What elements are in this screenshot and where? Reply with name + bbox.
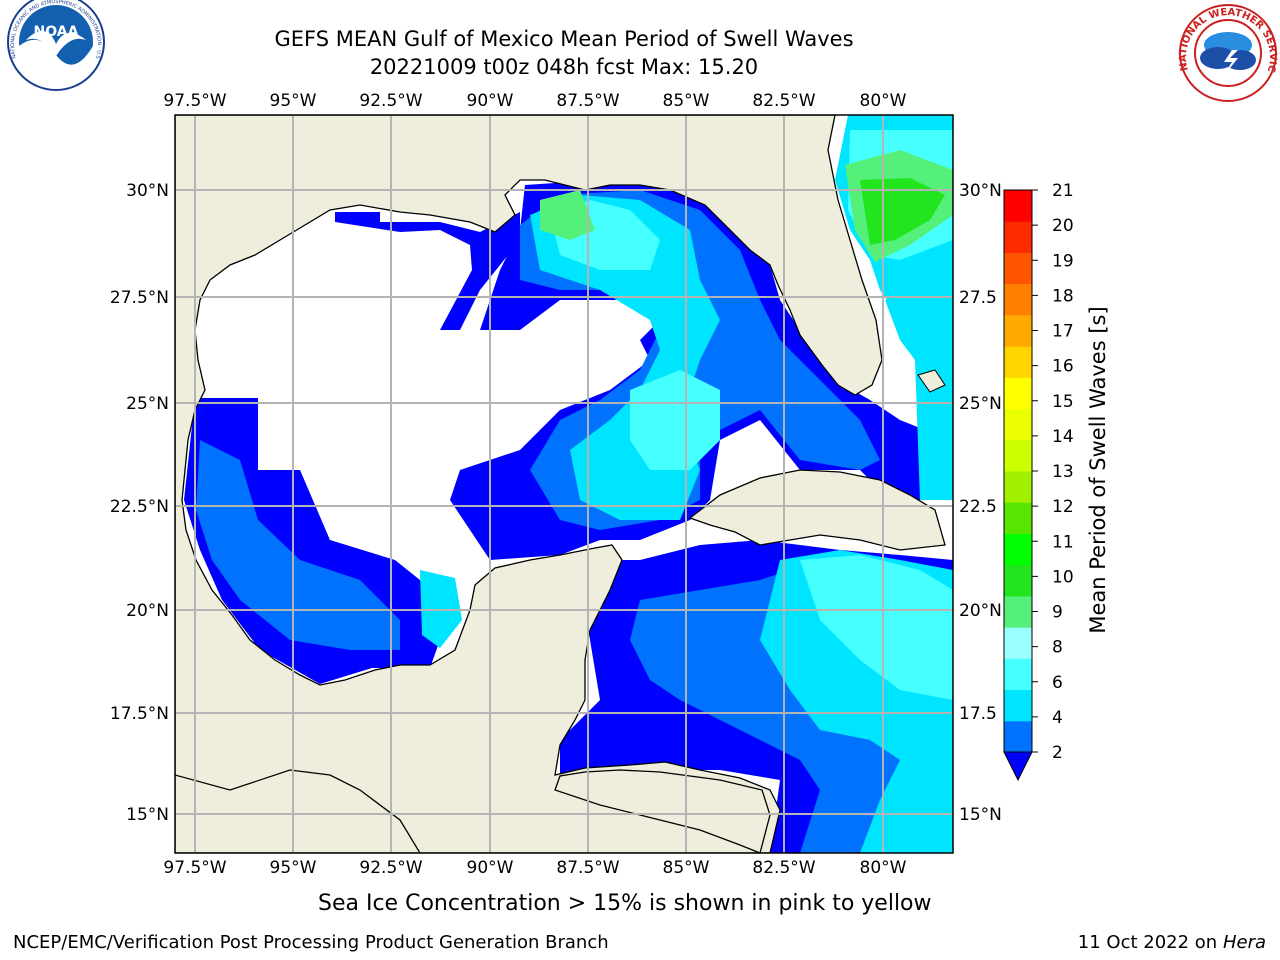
- lon-label-bottom: 82.5°W: [752, 858, 815, 878]
- land-cuba: [688, 469, 946, 551]
- colorbar-under-triangle: [1003, 751, 1033, 782]
- colorbar-swatch: [1004, 689, 1032, 722]
- colorbar-swatch: [1004, 346, 1032, 378]
- lon-label-top: 80°W: [860, 91, 907, 111]
- graticule: [175, 115, 953, 853]
- credit-text: NCEP/EMC/Verification Post Processing Pr…: [13, 932, 609, 953]
- colorbar-tick-label: 4: [1052, 708, 1063, 728]
- lon-label-bottom: 85°W: [663, 858, 710, 878]
- colorbar-tick-label: 17: [1052, 322, 1074, 342]
- colorbar-tick-label: 20: [1052, 216, 1074, 236]
- lat-label-left: 17.5°N: [110, 704, 169, 724]
- run-host: Hera: [1222, 932, 1266, 953]
- chart-subtitle: 20221009 t00z 048h fcst Max: 15.20: [369, 55, 759, 79]
- colorbar-swatch: [1004, 283, 1032, 316]
- land-north-america: [175, 115, 883, 853]
- colorbar-swatch: [1004, 471, 1032, 503]
- lat-label-left: 22.5°N: [110, 497, 169, 517]
- lat-label-right: 27.5: [959, 288, 997, 308]
- colorbar-swatch: [1004, 595, 1032, 628]
- swell-region-10-11s: [860, 178, 945, 245]
- run-date-text: 11 Oct 2022 on: [1077, 932, 1223, 953]
- colorbar-label: Mean Period of Swell Waves [s]: [1086, 306, 1110, 634]
- colorbar-swatch: [1004, 377, 1032, 410]
- colorbar-swatch: [1004, 720, 1032, 753]
- lat-label-left: 20°N: [126, 601, 169, 621]
- lat-label-right: 30°N: [959, 181, 1002, 201]
- colorbar-tick-label: 8: [1052, 638, 1063, 658]
- lon-label-bottom: 95°W: [270, 858, 317, 878]
- colorbar-tick-label: 14: [1052, 427, 1074, 447]
- lon-labels-bottom: 97.5°W 95°W 92.5°W 90°W 87.5°W 85°W 82.5°W 80°W: [163, 858, 906, 878]
- lon-label-top: 85°W: [663, 91, 710, 111]
- lon-label-top: 90°W: [467, 91, 514, 111]
- lon-label-top: 82.5°W: [752, 91, 815, 111]
- colorbar-swatch: [1004, 408, 1032, 441]
- lon-label-bottom: 97.5°W: [163, 858, 226, 878]
- land-central-america: [554, 769, 771, 853]
- lat-label-left: 30°N: [126, 181, 169, 201]
- run-date: 11 Oct 2022 on Hera: [1078, 932, 1266, 953]
- nws-logo: NATIONAL WEATHER SERVICE: [0, 0, 1278, 102]
- land: [175, 115, 946, 853]
- lat-label-right: 15°N: [959, 805, 1002, 825]
- swell-region-6-8s: [630, 370, 720, 470]
- lon-label-bottom: 80°W: [860, 858, 907, 878]
- noaa-logo-text: NOAA: [34, 24, 79, 40]
- lon-label-bottom: 92.5°W: [359, 858, 422, 878]
- colorbar: 2 4 6 8 9 10 11 12 13 14 15 16 17 18 19 20 21: [1003, 181, 1074, 782]
- lat-label-left: 27.5°N: [110, 288, 169, 308]
- lat-labels-right: 30°N 27.5 25°N 22.5 20°N 17.5 15°N: [959, 181, 1002, 825]
- lat-label-left: 15°N: [126, 805, 169, 825]
- lat-label-right: 22.5: [959, 497, 997, 517]
- swell-region-9-10s: [540, 190, 595, 240]
- lon-label-top: 92.5°W: [359, 91, 422, 111]
- colorbar-tick-label: 9: [1052, 603, 1063, 623]
- colorbar-tick-label: 18: [1052, 286, 1074, 306]
- lon-label-top: 97.5°W: [163, 91, 226, 111]
- lon-labels-top: 97.5°W 95°W 92.5°W 90°W 87.5°W 85°W 82.5°W 80°W: [163, 91, 906, 111]
- lon-label-bottom: 87.5°W: [556, 858, 619, 878]
- lon-label-top: 95°W: [270, 91, 317, 111]
- colorbar-swatch: [1004, 627, 1032, 659]
- colorbar-swatch: [1004, 502, 1032, 534]
- sea-ice-note: Sea Ice Concentration > 15% is shown in …: [318, 891, 932, 916]
- colorbar-tick-label: 2: [1052, 743, 1063, 763]
- colorbar-swatch: [1004, 658, 1032, 691]
- chart-title: GEFS MEAN Gulf of Mexico Mean Period of …: [274, 27, 854, 51]
- colorbar-tick-label: 13: [1052, 462, 1074, 482]
- colorbar-tick-label: 15: [1052, 392, 1074, 412]
- colorbar-tick-label: 11: [1052, 532, 1074, 552]
- lat-labels-left: 30°N 27.5°N 25°N 22.5°N 20°N 17.5°N 15°N: [110, 181, 169, 825]
- map-frame: [174, 114, 954, 854]
- land-bahamas: [917, 369, 946, 393]
- swell-region-4-6s: [885, 300, 953, 500]
- swell-region-6-8s: [800, 555, 953, 700]
- swell-region-2s: [335, 212, 520, 330]
- colorbar-tick-label: 6: [1052, 673, 1063, 693]
- lat-label-right: 17.5: [959, 704, 997, 724]
- colorbar-tick-label: 21: [1052, 181, 1074, 201]
- noaa-logo: NOAA NATIONAL OCEANIC AND ATMOSPHERIC AD…: [0, 0, 105, 91]
- colorbar-swatch: [1004, 564, 1032, 597]
- nws-logo-ring-text: NATIONAL WEATHER SERVICE: [0, 0, 1278, 74]
- colorbar-tick-label: 19: [1052, 251, 1074, 271]
- colorbar-swatch: [1004, 533, 1032, 566]
- lat-label-left: 25°N: [126, 394, 169, 414]
- colorbar-tick-label: 10: [1052, 567, 1074, 587]
- lon-label-top: 87.5°W: [556, 91, 619, 111]
- colorbar-swatch: [1004, 221, 1032, 253]
- colorbar-swatch: [1004, 314, 1032, 347]
- map-area: [175, 115, 953, 853]
- colorbar-swatch: [1004, 439, 1032, 472]
- swell-region-2-4s: [196, 440, 400, 650]
- lat-label-right: 25°N: [959, 394, 1002, 414]
- lon-label-bottom: 90°W: [467, 858, 514, 878]
- lat-label-right: 20°N: [959, 601, 1002, 621]
- colorbar-tick-label: 12: [1052, 497, 1074, 517]
- colorbar-swatch: [1004, 252, 1032, 285]
- colorbar-swatch: [1004, 190, 1032, 222]
- colorbar-tick-label: 16: [1052, 357, 1074, 377]
